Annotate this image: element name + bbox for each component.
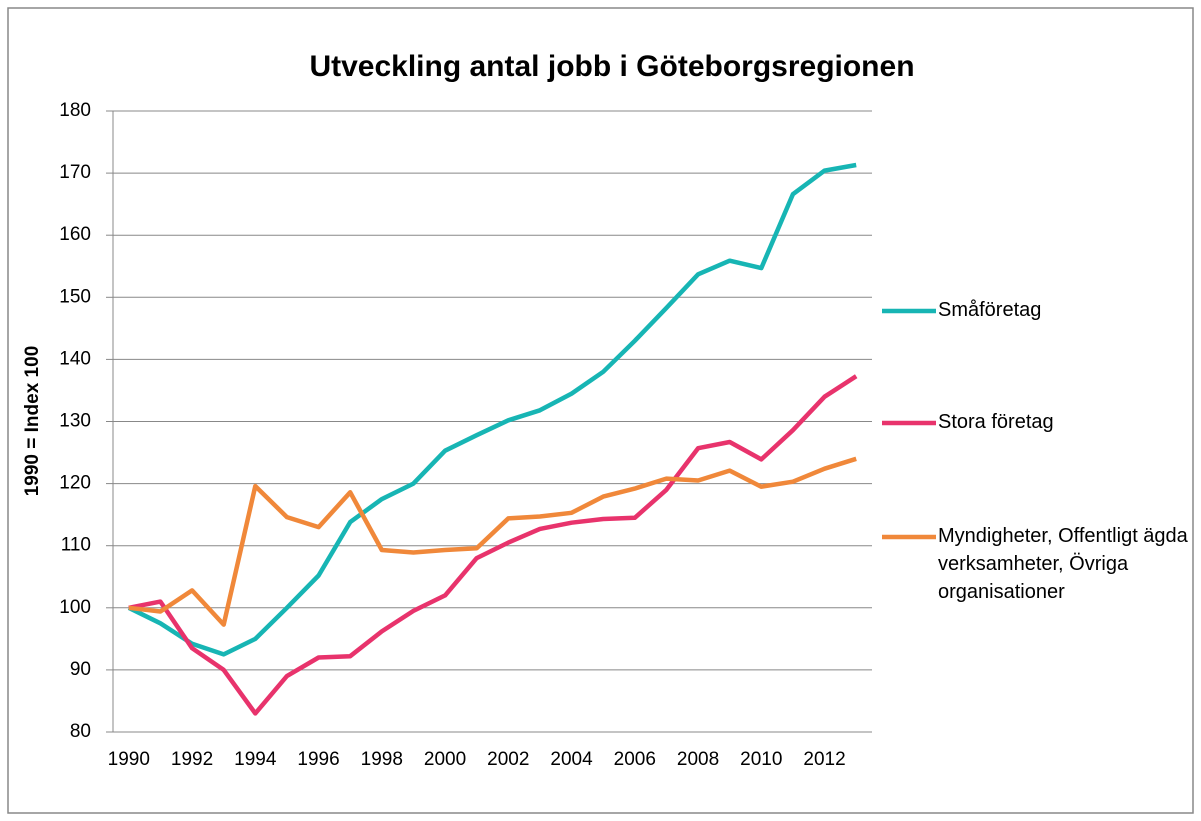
- y-tick-label: 110: [61, 535, 91, 556]
- x-tick-label: 2000: [424, 749, 466, 770]
- y-axis-label: 1990 = Index 100: [22, 346, 43, 497]
- x-tick-label: 1998: [361, 749, 403, 770]
- x-tick-label: 2002: [487, 749, 529, 770]
- y-tick-label: 120: [59, 473, 91, 494]
- legend-label: Myndigheter, Offentligt ägda verksamhete…: [938, 525, 1188, 603]
- data-line: [127, 162, 857, 657]
- x-tick-label: 2004: [550, 749, 593, 770]
- x-tick-label: 1990: [108, 749, 150, 770]
- y-tick-label: 150: [59, 286, 91, 307]
- y-tick-label: 140: [59, 348, 91, 369]
- chart-frame: [7, 7, 1194, 814]
- legend-label: Stora företag: [938, 411, 1054, 433]
- y-tick-label: 80: [70, 721, 91, 742]
- chart-title: Utveckling antal jobb i Göteborgsregione…: [309, 50, 914, 83]
- x-tick-label: 2008: [677, 749, 719, 770]
- y-tick-label: 160: [59, 224, 91, 245]
- x-tick-label: 1992: [171, 749, 213, 770]
- y-tick-label: 90: [70, 659, 91, 680]
- x-tick-label: 2006: [614, 749, 656, 770]
- x-tick-label: 2010: [740, 749, 782, 770]
- legend-label: Småföretag: [938, 299, 1042, 321]
- y-tick-label: 100: [59, 597, 91, 618]
- x-tick-label: 2012: [803, 749, 845, 770]
- y-tick-label: 130: [59, 411, 91, 432]
- x-tick-label: 1996: [297, 749, 339, 770]
- data-line: [128, 456, 857, 627]
- x-tick-label: 1994: [234, 749, 277, 770]
- y-tick-label: 170: [59, 162, 91, 183]
- data-line: [128, 374, 858, 716]
- y-tick-label: 180: [59, 100, 91, 121]
